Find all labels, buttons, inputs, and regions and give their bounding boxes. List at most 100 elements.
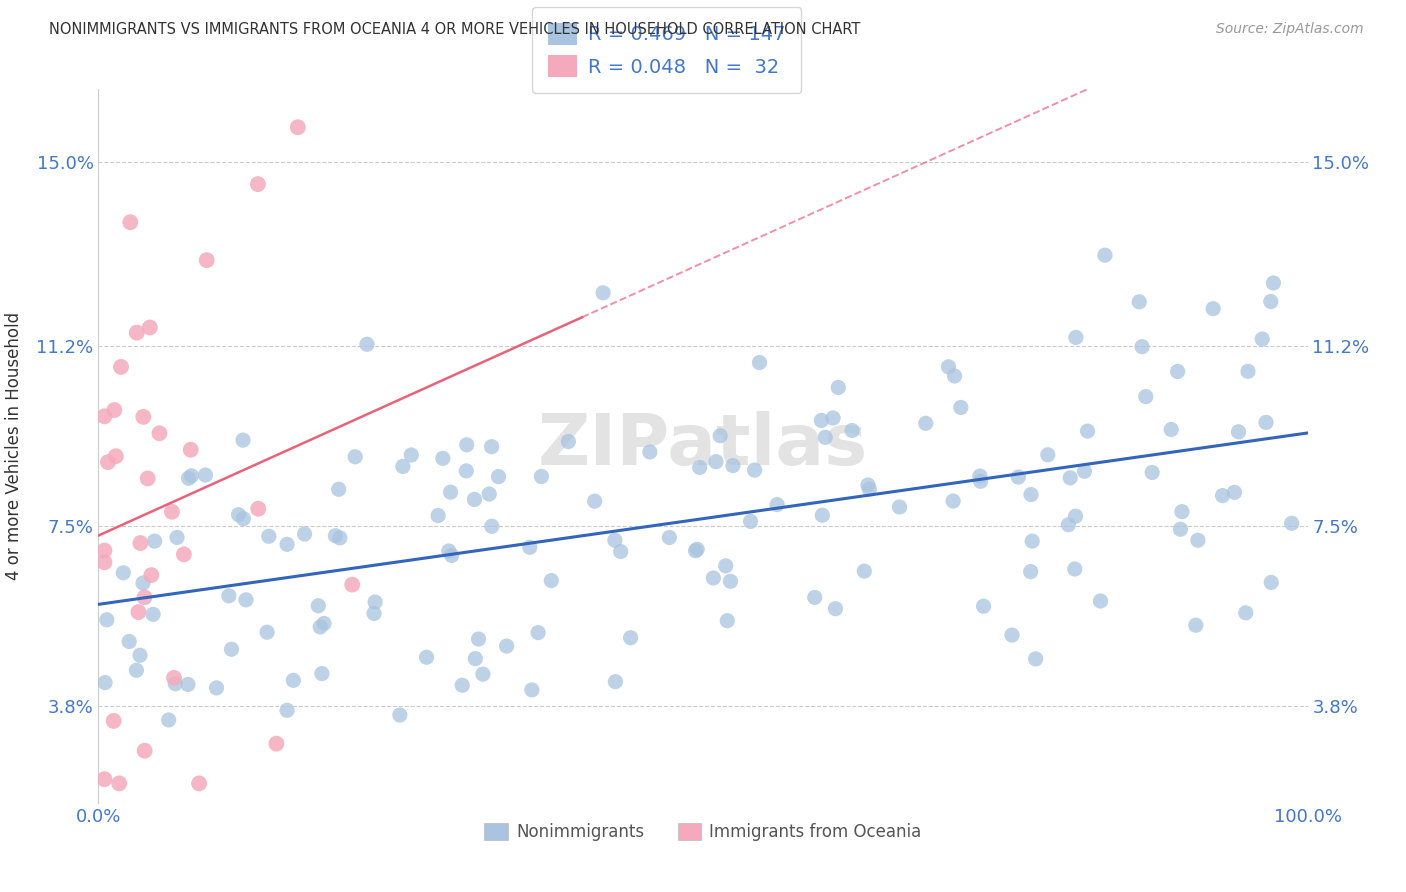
Point: [93, 772, 115, 787]
Point: [246, 177, 269, 191]
Point: [841, 424, 863, 438]
Point: [481, 440, 503, 454]
Point: [1019, 565, 1042, 579]
Point: [1237, 364, 1260, 378]
Point: [685, 543, 707, 558]
Point: [294, 527, 316, 541]
Point: [686, 542, 709, 557]
Point: [427, 508, 450, 523]
Point: [530, 469, 553, 483]
Point: [803, 591, 825, 605]
Point: [1167, 364, 1189, 378]
Point: [120, 215, 142, 229]
Point: [1130, 340, 1153, 354]
Text: ZIPatlas: ZIPatlas: [538, 411, 868, 481]
Point: [540, 574, 562, 588]
Point: [388, 708, 411, 723]
Point: [969, 469, 991, 483]
Point: [1063, 562, 1085, 576]
Point: [363, 607, 385, 621]
Point: [118, 634, 141, 648]
Point: [166, 530, 188, 544]
Point: [440, 549, 463, 563]
Point: [125, 326, 148, 340]
Point: [914, 417, 936, 431]
Point: [1223, 485, 1246, 500]
Point: [1007, 470, 1029, 484]
Point: [97, 455, 120, 469]
Point: [157, 713, 180, 727]
Point: [858, 482, 880, 496]
Point: [658, 531, 681, 545]
Point: [1073, 464, 1095, 478]
Point: [1064, 330, 1087, 344]
Point: [811, 508, 834, 523]
Point: [495, 639, 517, 653]
Point: [141, 568, 163, 582]
Point: [232, 433, 254, 447]
Point: [1059, 471, 1081, 485]
Point: [620, 631, 643, 645]
Point: [94, 675, 117, 690]
Point: [142, 607, 165, 622]
Point: [132, 409, 155, 424]
Point: [464, 651, 486, 665]
Point: [689, 460, 711, 475]
Point: [827, 380, 849, 394]
Point: [163, 671, 186, 685]
Point: [889, 500, 911, 514]
Point: [104, 449, 127, 463]
Point: [160, 505, 183, 519]
Point: [1094, 248, 1116, 262]
Point: [165, 677, 187, 691]
Point: [110, 359, 132, 374]
Point: [309, 620, 332, 634]
Point: [1185, 618, 1208, 632]
Point: [1135, 390, 1157, 404]
Point: [592, 285, 614, 300]
Point: [415, 650, 437, 665]
Point: [942, 494, 965, 508]
Point: [180, 468, 202, 483]
Point: [143, 534, 166, 549]
Point: [1001, 628, 1024, 642]
Point: [177, 677, 200, 691]
Point: [256, 625, 278, 640]
Point: [266, 737, 288, 751]
Point: [312, 616, 335, 631]
Point: [221, 642, 243, 657]
Point: [709, 428, 731, 442]
Point: [1202, 301, 1225, 316]
Point: [235, 592, 257, 607]
Point: [527, 625, 550, 640]
Y-axis label: 4 or more Vehicles in Household: 4 or more Vehicles in Household: [4, 312, 22, 580]
Point: [188, 776, 211, 790]
Point: [1057, 517, 1080, 532]
Point: [1076, 424, 1098, 438]
Point: [127, 605, 149, 619]
Point: [714, 558, 737, 573]
Point: [1260, 575, 1282, 590]
Point: [134, 591, 156, 605]
Point: [949, 401, 972, 415]
Point: [180, 442, 202, 457]
Point: [392, 459, 415, 474]
Point: [1212, 489, 1234, 503]
Point: [125, 663, 148, 677]
Point: [93, 543, 115, 558]
Point: [1090, 594, 1112, 608]
Point: [824, 601, 846, 615]
Point: [1254, 416, 1277, 430]
Point: [943, 369, 966, 384]
Point: [1281, 516, 1303, 531]
Point: [481, 519, 503, 533]
Point: [1251, 332, 1274, 346]
Point: [1263, 276, 1285, 290]
Point: [721, 458, 744, 473]
Point: [1140, 466, 1163, 480]
Point: [702, 571, 724, 585]
Point: [744, 463, 766, 477]
Point: [704, 455, 727, 469]
Point: [456, 438, 478, 452]
Point: [603, 533, 626, 548]
